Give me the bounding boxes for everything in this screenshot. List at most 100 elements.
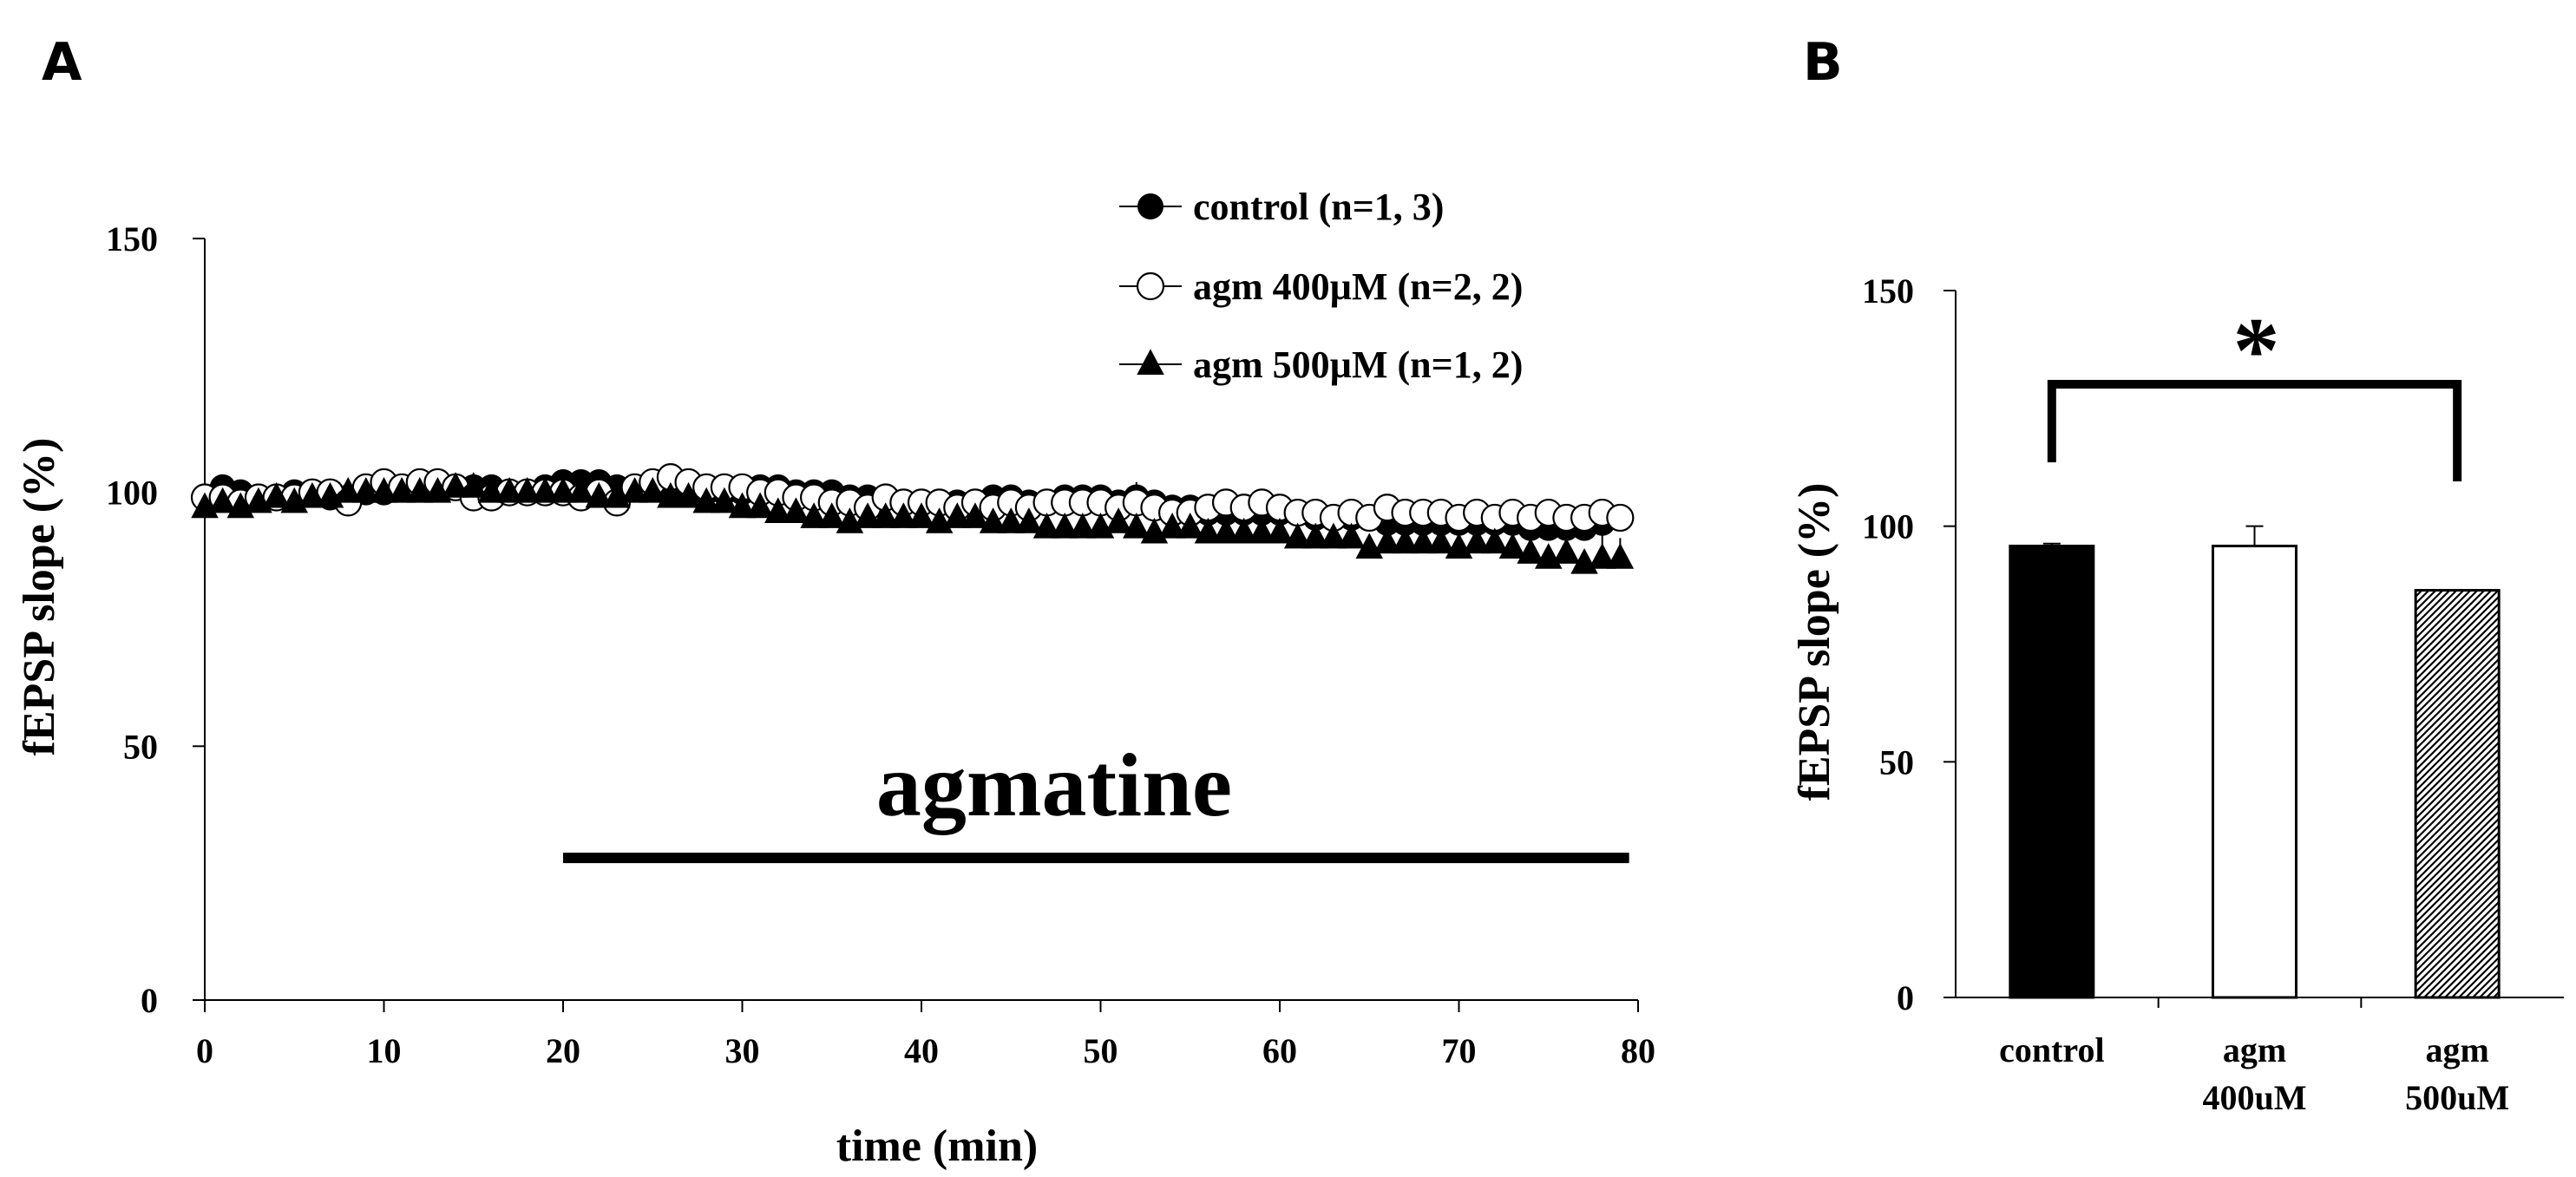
data-point-series-3 (1409, 527, 1437, 554)
data-point-series-3 (1337, 522, 1366, 549)
data-point-series-3 (1427, 527, 1455, 554)
bar-category-label: control (1999, 1030, 2104, 1069)
data-point-series-3 (764, 497, 792, 524)
data-point-series-3 (1373, 527, 1401, 554)
bar-2 (2212, 544, 2297, 999)
bar-category-label: agm (2426, 1030, 2489, 1069)
time-course-axes: 0 10 20 30 40 50 60 70 80 0 50 100 150 (106, 219, 1655, 1070)
y-tick-label: 100 (1862, 507, 1914, 546)
data-point-series-3 (442, 472, 469, 498)
data-point-series-3 (262, 481, 291, 508)
legend-label-series-3: agm 500µM (n=1, 2) (1193, 343, 1523, 386)
data-point-series-3 (961, 502, 989, 528)
significance-bracket: * (2047, 299, 2462, 481)
data-point-series-3 (1032, 512, 1061, 539)
bar-3 (2414, 589, 2501, 999)
data-point-series-3 (567, 476, 595, 503)
data-point-series-3 (1212, 517, 1240, 544)
data-point-series-3 (979, 507, 1007, 533)
data-point-series-3 (620, 476, 649, 503)
data-point-series-3 (1177, 512, 1204, 539)
data-point-series-3 (1194, 517, 1222, 544)
x-tick-label: 20 (546, 1031, 580, 1070)
data-point-series-3 (1229, 517, 1258, 544)
data-point-series-3 (997, 507, 1025, 533)
bar-chart-y-axis-label: fEPSP slope (%) (1790, 483, 1839, 801)
data-point-series-3 (460, 472, 488, 498)
data-point-series-3 (1104, 507, 1132, 533)
data-point-series-3 (818, 502, 846, 528)
x-tick-label: 40 (904, 1031, 939, 1070)
data-point-series-3 (1051, 512, 1078, 539)
panel-a-label: A (42, 32, 82, 93)
data-point-series-3 (889, 502, 918, 528)
data-point-series-3 (298, 481, 326, 508)
panel-b-label: B (1803, 32, 1843, 93)
data-point-series-3 (711, 487, 738, 513)
data-point-series-3 (871, 502, 900, 528)
data-point-series-3 (1301, 522, 1330, 549)
x-tick-label: 0 (196, 1031, 213, 1070)
time-course-legend: control (n=1, 3) agm 400µM (n=2, 2) agm 50… (1119, 186, 1523, 386)
x-tick-label: 30 (725, 1031, 760, 1070)
data-point-series-3 (908, 502, 935, 528)
data-point-series-3 (531, 476, 560, 503)
data-point-series-3 (782, 497, 810, 524)
data-point-series-3 (1391, 527, 1419, 554)
data-point-series-3 (370, 476, 398, 503)
legend-marker-series-2 (1136, 271, 1165, 301)
data-point-series-3 (728, 492, 757, 519)
time-course-x-axis-label: time (min) (836, 1121, 1038, 1171)
data-point-series-3 (1266, 517, 1294, 544)
bar-chart-bars: control agm 400uM agm 500uM (1999, 525, 2509, 1117)
y-tick-label: 0 (1897, 978, 1914, 1017)
agmatine-annotation: agmatine (563, 736, 1629, 864)
data-point-series-3 (692, 487, 720, 513)
data-point-series-3 (854, 502, 882, 528)
legend-label-series-2: agm 400µM (n=2, 2) (1193, 265, 1523, 308)
data-point-series-3 (943, 502, 972, 528)
data-point-series-3 (1069, 512, 1097, 539)
time-course-chart: 0 10 20 30 40 50 60 70 80 0 50 100 150 fEPSP slope (… (15, 186, 1655, 1171)
data-point-series-3 (674, 481, 703, 508)
data-point-series-3 (549, 476, 577, 503)
data-point-series-3 (1283, 522, 1312, 549)
data-point-series-3 (1158, 512, 1186, 539)
data-point-series-3 (800, 502, 828, 528)
data-point-series-3 (406, 476, 434, 503)
data-point-series-3 (1498, 533, 1527, 559)
x-tick-label: 60 (1262, 1031, 1297, 1070)
time-course-points (190, 463, 1635, 574)
data-point-series-3 (352, 476, 380, 503)
significance-star: * (2233, 299, 2280, 402)
y-tick-label: 0 (141, 981, 158, 1020)
time-course-y-axis-label: fEPSP slope (%) (15, 438, 64, 756)
data-point-series-3 (1552, 538, 1581, 564)
data-point-series-3 (513, 476, 541, 503)
bar-1 (2009, 544, 2095, 999)
legend-marker-series-1 (1137, 193, 1163, 219)
data-point-series-3 (1606, 543, 1635, 569)
data-point-series-3 (208, 487, 237, 513)
data-point-series-3 (1123, 512, 1150, 539)
x-tick-label: 70 (1442, 1031, 1477, 1070)
data-point-series-3 (495, 476, 523, 503)
y-tick-label: 150 (106, 219, 158, 258)
data-point-series-3 (477, 476, 506, 503)
data-point-series-3 (585, 481, 613, 508)
legend-marker-series-3 (1137, 349, 1164, 375)
data-point-series-3 (1320, 522, 1347, 549)
data-point-series-3 (1517, 538, 1544, 564)
agmatine-label: agmatine (876, 736, 1232, 835)
bar-category-label: agm (2223, 1030, 2286, 1069)
data-point-series-3 (388, 476, 416, 503)
data-point-series-3 (1248, 517, 1276, 544)
data-point-series-2 (1606, 503, 1635, 533)
data-point-series-3 (334, 476, 362, 503)
bar-category-label: 500uM (2405, 1078, 2509, 1117)
data-point-series-3 (657, 481, 685, 508)
summary-bar-chart: 0 50 100 150 fEPSP slope (%) control agm 400u… (1790, 271, 2564, 1117)
x-tick-label: 50 (1084, 1031, 1118, 1070)
data-point-series-3 (1015, 507, 1043, 533)
